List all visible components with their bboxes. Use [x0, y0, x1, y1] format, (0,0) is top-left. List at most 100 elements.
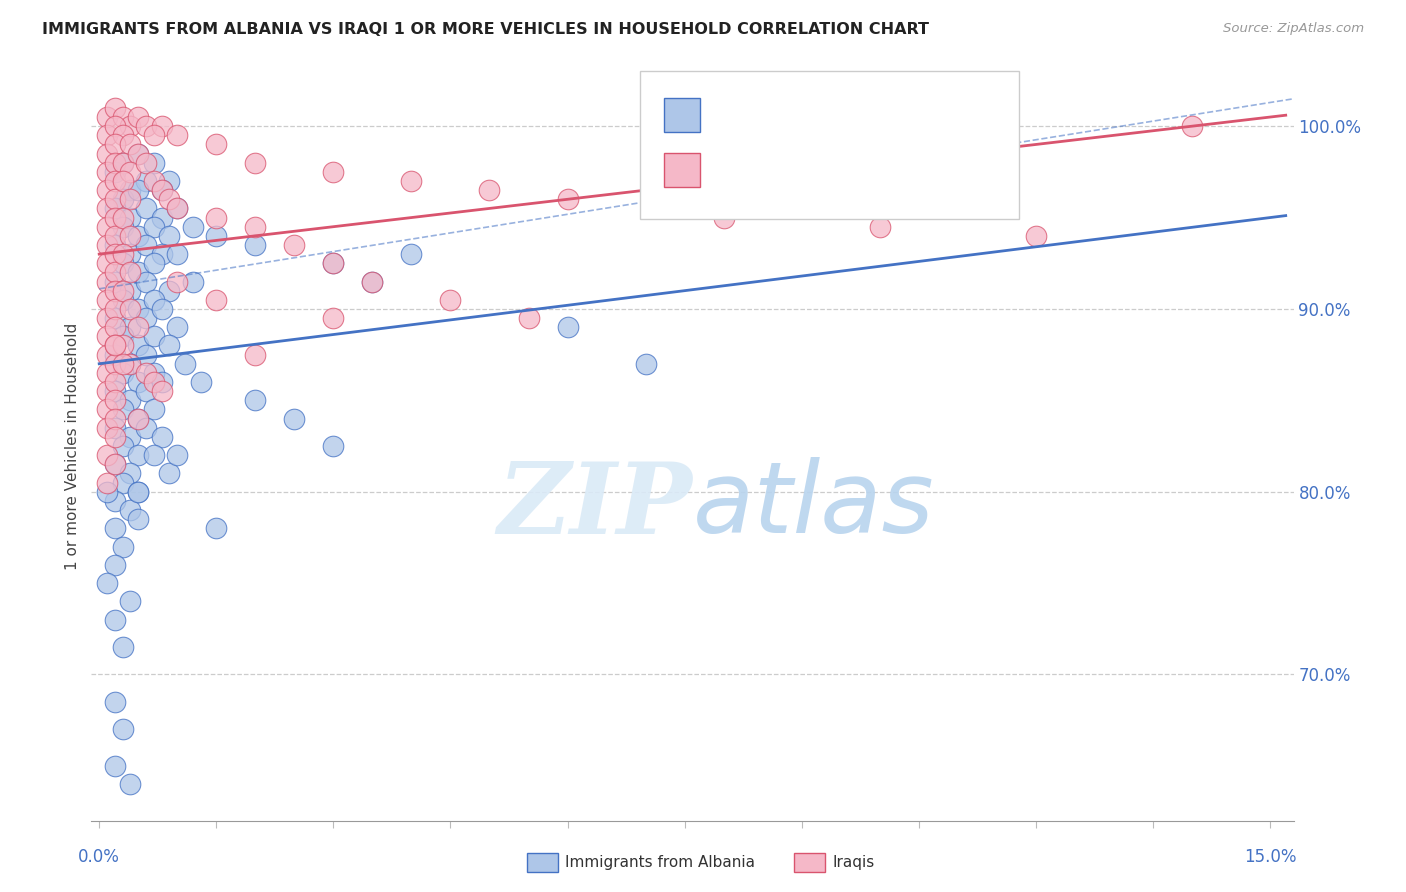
- Point: [205, 293, 228, 307]
- Point: [142, 155, 165, 169]
- Point: [142, 375, 165, 389]
- Point: [166, 320, 188, 334]
- Point: [120, 228, 142, 243]
- Point: [245, 393, 267, 408]
- Point: [104, 119, 127, 133]
- Point: [142, 174, 165, 188]
- Point: [104, 311, 127, 326]
- Point: [111, 540, 134, 554]
- Point: [96, 348, 118, 362]
- Point: [120, 137, 142, 152]
- Point: [120, 284, 142, 298]
- Point: [150, 119, 173, 133]
- Point: [181, 219, 204, 234]
- Point: [104, 759, 127, 773]
- Point: [120, 430, 142, 444]
- Point: [96, 384, 118, 399]
- Point: [361, 275, 384, 289]
- Point: [104, 357, 127, 371]
- Point: [96, 256, 118, 270]
- Point: [96, 293, 118, 307]
- Point: [478, 183, 501, 197]
- Point: [111, 475, 134, 490]
- Point: [120, 192, 142, 206]
- Point: [283, 238, 305, 252]
- Point: [135, 311, 157, 326]
- Point: [104, 228, 127, 243]
- Point: [159, 174, 181, 188]
- Point: [159, 228, 181, 243]
- Point: [96, 183, 118, 197]
- Point: [166, 275, 188, 289]
- Point: [174, 357, 197, 371]
- Point: [159, 338, 181, 352]
- Point: [127, 512, 149, 526]
- Point: [205, 137, 228, 152]
- Point: [150, 183, 173, 197]
- Text: 0.0%: 0.0%: [79, 848, 120, 866]
- Point: [96, 165, 118, 179]
- Point: [96, 275, 118, 289]
- Point: [111, 439, 134, 453]
- Point: [104, 348, 127, 362]
- Point: [869, 219, 891, 234]
- Point: [104, 202, 127, 216]
- Text: 96: 96: [883, 106, 908, 124]
- Point: [150, 211, 173, 225]
- Point: [245, 219, 267, 234]
- Point: [120, 301, 142, 316]
- Point: [159, 284, 181, 298]
- Point: [205, 211, 228, 225]
- Point: [127, 183, 149, 197]
- Point: [127, 265, 149, 279]
- Point: [166, 448, 188, 462]
- Point: [104, 393, 127, 408]
- Point: [1181, 119, 1204, 133]
- Point: [104, 165, 127, 179]
- Point: [634, 357, 657, 371]
- Text: IMMIGRANTS FROM ALBANIA VS IRAQI 1 OR MORE VEHICLES IN HOUSEHOLD CORRELATION CHA: IMMIGRANTS FROM ALBANIA VS IRAQI 1 OR MO…: [42, 22, 929, 37]
- Point: [142, 329, 165, 343]
- Point: [142, 366, 165, 380]
- Point: [322, 439, 344, 453]
- Text: 0.197: 0.197: [752, 106, 808, 124]
- Point: [104, 411, 127, 425]
- Point: [135, 421, 157, 435]
- Point: [111, 338, 134, 352]
- Text: Source: ZipAtlas.com: Source: ZipAtlas.com: [1223, 22, 1364, 36]
- Point: [96, 366, 118, 380]
- Point: [322, 256, 344, 270]
- Point: [104, 338, 127, 352]
- Point: [142, 128, 165, 143]
- Point: [401, 174, 423, 188]
- Point: [322, 165, 344, 179]
- Point: [150, 301, 173, 316]
- Point: [104, 521, 127, 535]
- Point: [135, 384, 157, 399]
- Point: [205, 521, 228, 535]
- Y-axis label: 1 or more Vehicles in Household: 1 or more Vehicles in Household: [65, 322, 80, 570]
- Point: [96, 484, 118, 499]
- Point: [127, 375, 149, 389]
- Point: [142, 448, 165, 462]
- Point: [135, 238, 157, 252]
- Point: [120, 467, 142, 481]
- Point: [120, 357, 142, 371]
- Point: [283, 411, 305, 425]
- Point: [96, 311, 118, 326]
- Point: [104, 457, 127, 471]
- Point: [111, 366, 134, 380]
- Point: [127, 338, 149, 352]
- Point: [104, 301, 127, 316]
- Point: [96, 110, 118, 124]
- Point: [96, 421, 118, 435]
- Point: [127, 411, 149, 425]
- Text: 15.0%: 15.0%: [1244, 848, 1296, 866]
- Point: [104, 192, 127, 206]
- Point: [150, 183, 173, 197]
- Point: [166, 202, 188, 216]
- Point: [127, 448, 149, 462]
- Text: Immigrants from Albania: Immigrants from Albania: [565, 855, 755, 870]
- Point: [120, 183, 142, 197]
- Point: [104, 613, 127, 627]
